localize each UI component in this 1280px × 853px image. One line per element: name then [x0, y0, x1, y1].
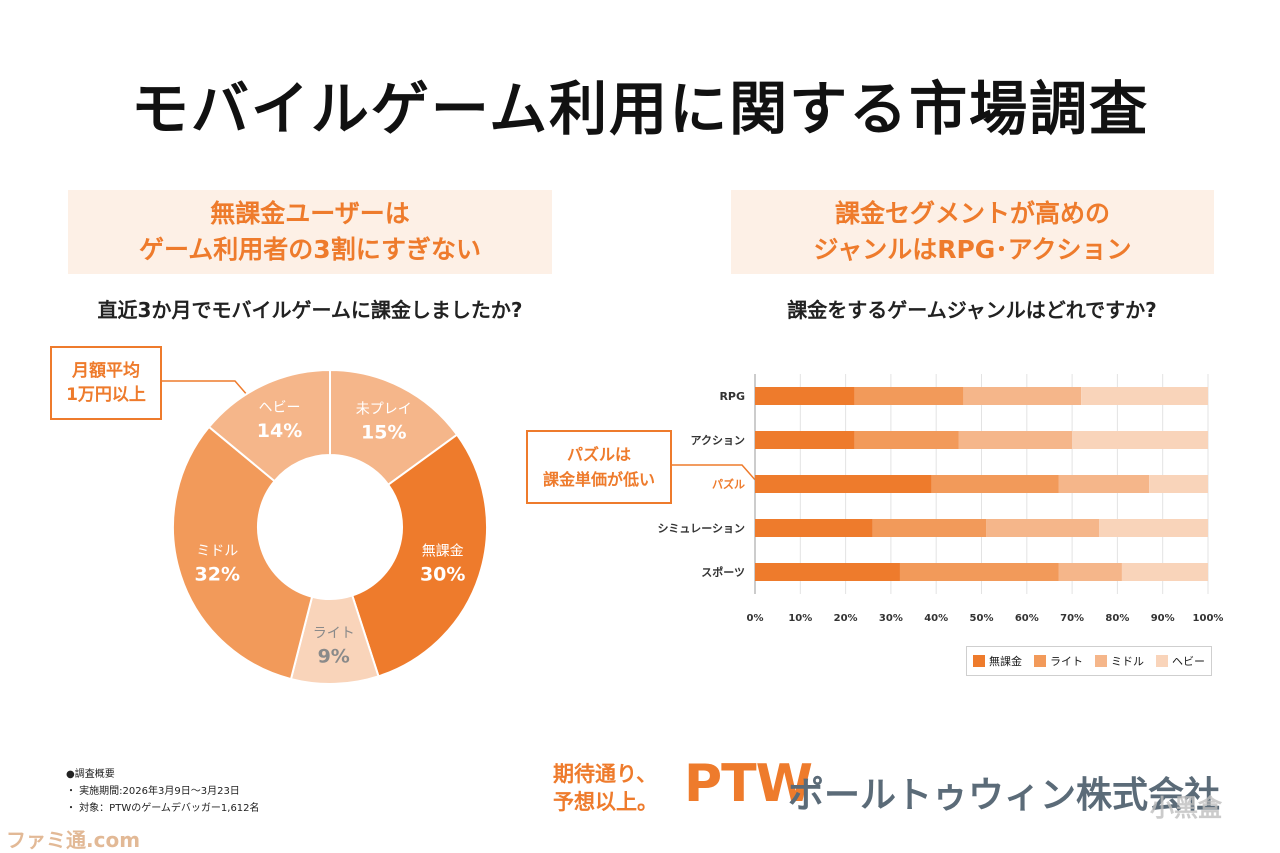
legend-item: 無課金: [973, 653, 1022, 669]
famitsu-watermark: ファミ通.com: [6, 828, 141, 852]
bar-segment: [986, 519, 1100, 537]
legend-label: 無課金: [989, 655, 1022, 668]
bar-segment: [1058, 563, 1122, 581]
x-tick-label: 0%: [747, 613, 764, 624]
left-question: 直近3か月でモバイルゲームに課金しましたか?: [97, 298, 523, 322]
legend-label: ヘビー: [1172, 655, 1205, 668]
donut-chart: 未プレイ 15% 無課金 30% ライト 9% ミドル 32% ヘビー 14%: [172, 368, 488, 685]
donut-slice-label: ライト: [313, 625, 355, 641]
donut-slice-0: [329, 368, 459, 487]
right-callout-line2: 課金単価が低い: [542, 470, 655, 489]
xiaoheihe-watermark: 小黑盒: [1150, 794, 1222, 822]
legend-label: ミドル: [1111, 655, 1144, 668]
right-callout-line1: パズルは: [566, 445, 631, 464]
bar-segment: [872, 519, 987, 537]
survey-target: ・ 対象：PTWのゲームデバッガー1,612名: [66, 803, 260, 814]
donut-slice-value: 9%: [318, 645, 350, 667]
tagline-line2: 予想以上。: [553, 790, 658, 814]
bar-segment: [1149, 475, 1208, 493]
bar-segment: [755, 431, 855, 449]
category-label: アクション: [691, 434, 745, 447]
survey-period: ・ 実施期間:2026年3月9日〜3月23日: [66, 786, 240, 797]
bar-chart-legend: 無課金 ライト ミドル ヘビー: [966, 646, 1212, 676]
bar-segment: [958, 431, 1073, 449]
category-label: パズル: [712, 477, 745, 491]
bar-segment: [899, 563, 1059, 581]
donut-slice-4: [207, 368, 331, 483]
donut-slice-value: 32%: [195, 564, 240, 586]
x-tick-label: 100%: [1193, 613, 1224, 624]
tagline: 期待通り、 予想以上。: [553, 760, 658, 816]
x-tick-label: 90%: [1151, 613, 1175, 624]
donut-slice-value: 14%: [257, 420, 302, 442]
legend-item: ヘビー: [1156, 653, 1205, 669]
survey-heading: ●調査概要: [66, 769, 115, 780]
legend-label: ライト: [1050, 655, 1083, 668]
x-tick-label: 50%: [970, 613, 994, 624]
left-headline-banner: 無課金ユーザーは ゲーム利用者の3割にすぎない: [68, 190, 552, 274]
x-tick-label: 10%: [788, 613, 812, 624]
legend-swatch: [973, 655, 985, 667]
bar-segment: [1072, 431, 1208, 449]
legend-swatch: [1095, 655, 1107, 667]
left-headline-line1: 無課金ユーザーは: [210, 199, 410, 228]
ptw-logo: PTW: [684, 754, 813, 814]
bar-segment: [931, 475, 1059, 493]
legend-swatch: [1034, 655, 1046, 667]
donut-slice-label: 無課金: [422, 544, 464, 560]
left-callout-line2: 1万円以上: [66, 385, 146, 405]
right-headline-line1: 課金セグメントが高めの: [834, 199, 1110, 228]
donut-slice-value: 30%: [420, 564, 465, 586]
bar-segment: [1081, 387, 1208, 405]
donut-slice-label: ミドル: [196, 544, 238, 560]
bar-segment: [755, 387, 855, 405]
left-callout-line1: 月額平均: [72, 361, 140, 381]
right-headline-line2: ジャンルはRPG･アクション: [813, 235, 1132, 264]
category-label: RPG: [719, 390, 745, 403]
survey-overview: ●調査概要 ・ 実施期間:2026年3月9日〜3月23日 ・ 対象：PTWのゲー…: [66, 766, 260, 817]
category-label: シミュレーション: [657, 522, 745, 535]
category-label: スポーツ: [701, 565, 745, 579]
bar-segment: [755, 563, 900, 581]
donut-slice-label: ヘビー: [259, 400, 301, 416]
x-tick-label: 30%: [879, 613, 903, 624]
donut-slice-value: 15%: [361, 421, 406, 443]
bar-segment: [755, 475, 932, 493]
legend-swatch: [1156, 655, 1168, 667]
donut-slice-label: 未プレイ: [356, 401, 412, 417]
tagline-line1: 期待通り、: [553, 762, 658, 786]
company-name: ポールトゥウィン株式会社: [788, 775, 1221, 816]
left-callout-box: 月額平均 1万円以上: [50, 346, 162, 420]
bar-segment: [963, 387, 1082, 405]
right-question: 課金をするゲームジャンルはどれですか?: [787, 298, 1157, 322]
x-tick-label: 60%: [1015, 613, 1039, 624]
x-tick-label: 80%: [1105, 613, 1129, 624]
x-tick-label: 70%: [1060, 613, 1084, 624]
bar-segment: [755, 519, 873, 537]
x-tick-label: 40%: [924, 613, 948, 624]
bar-segment: [1121, 563, 1208, 581]
bar-segment: [1099, 519, 1208, 537]
right-callout-box: パズルは 課金単価が低い: [526, 430, 672, 504]
bar-segment: [854, 431, 959, 449]
bar-segment: [1058, 475, 1150, 493]
right-headline-banner: 課金セグメントが高めの ジャンルはRPG･アクション: [731, 190, 1214, 274]
legend-item: ミドル: [1095, 653, 1144, 669]
legend-item: ライト: [1034, 653, 1083, 669]
left-headline-line2: ゲーム利用者の3割にすぎない: [139, 235, 481, 264]
bar-segment: [854, 387, 964, 405]
x-tick-label: 20%: [834, 613, 858, 624]
donut-slice-1: [350, 433, 488, 678]
page-title: モバイルゲーム利用に関する市場調査: [130, 75, 1150, 143]
donut-slice-3: [172, 425, 314, 681]
